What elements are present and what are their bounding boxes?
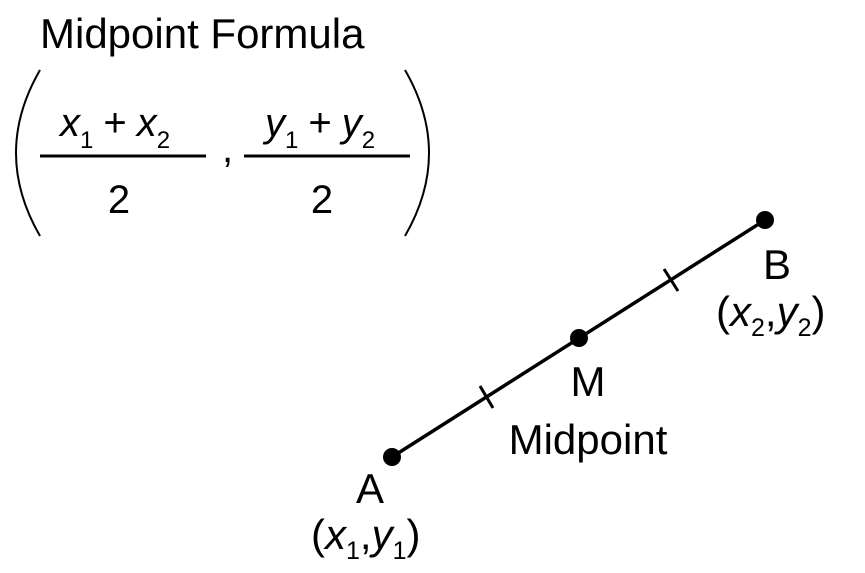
diagram-title: Midpoint Formula <box>40 10 365 57</box>
formula-y-numerator: y1 + y2 <box>262 101 375 154</box>
formula-y-denominator: 2 <box>311 178 333 222</box>
formula-x-numerator: x1 + x2 <box>58 101 170 154</box>
point-a-coordinates: (x1,y1) <box>311 511 420 565</box>
point-m-label: M <box>571 358 606 405</box>
point-b-dot <box>756 211 774 229</box>
formula-y-fraction: y1 + y2 2 <box>244 101 410 222</box>
point-b-label: B <box>763 241 791 288</box>
formula-right-paren <box>404 69 430 237</box>
formula-x-denominator: 2 <box>108 178 130 222</box>
point-m-caption: Midpoint <box>509 416 668 463</box>
tick-mark-mb <box>662 268 680 292</box>
formula-x-fraction: x1 + x2 2 <box>40 101 206 222</box>
point-m-dot <box>570 329 588 347</box>
tick-mark-am <box>478 385 495 409</box>
point-a-label: A <box>356 465 384 512</box>
point-a-dot <box>383 448 401 466</box>
formula-comma: , <box>222 127 233 171</box>
point-b-coordinates: (x2,y2) <box>716 288 825 342</box>
formula-left-paren <box>15 69 41 237</box>
